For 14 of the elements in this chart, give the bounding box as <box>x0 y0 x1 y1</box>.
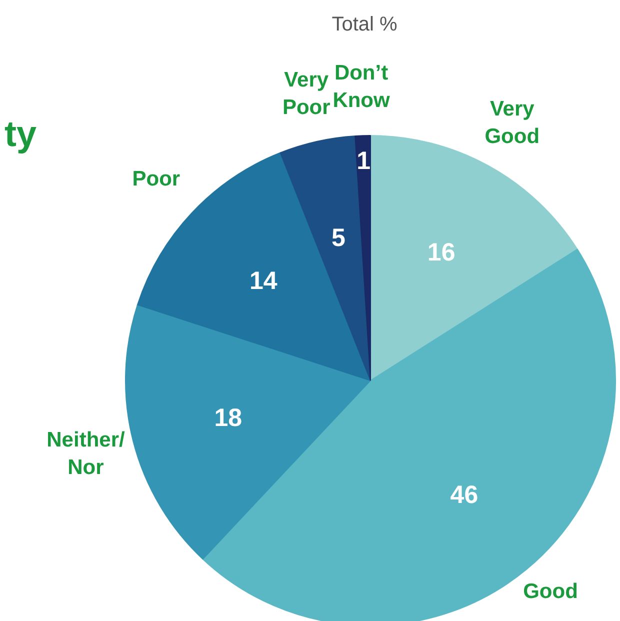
chart-title: Total % <box>332 14 398 36</box>
slice-label: Very Poor <box>282 68 330 119</box>
text: ty <box>4 113 37 154</box>
data-label: 46 <box>450 480 478 509</box>
data-label: 1 <box>356 147 371 176</box>
data-label: 16 <box>427 238 456 267</box>
slice-label: Good <box>523 580 578 603</box>
slice-label: Neither/Nor <box>46 428 125 479</box>
data-label: 5 <box>331 224 346 252</box>
slice-label: Poor <box>132 168 180 191</box>
data-label: 18 <box>214 404 242 432</box>
slice-label: Don’t Know <box>332 61 391 112</box>
slice-label: Very Good <box>484 98 540 148</box>
data-label: 14 <box>249 266 278 295</box>
